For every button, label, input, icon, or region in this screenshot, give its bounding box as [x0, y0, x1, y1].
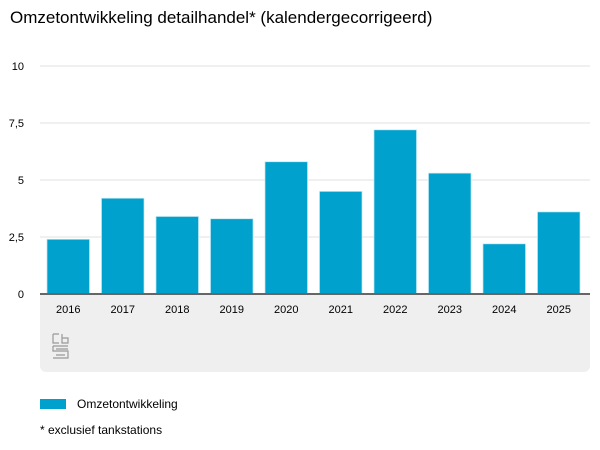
- y-tick-label: 2,5: [9, 232, 24, 244]
- y-tick-label: 0: [18, 289, 24, 301]
- bar: [373, 129, 417, 295]
- x-tick-label: 2018: [165, 304, 189, 316]
- y-tick-label: 10: [12, 61, 24, 73]
- legend-swatch: [40, 399, 66, 409]
- x-tick-label: 2024: [492, 304, 516, 316]
- x-tick-label: 2016: [56, 304, 80, 316]
- x-tick-label: 2019: [220, 304, 244, 316]
- bar: [155, 216, 199, 295]
- x-tick-label: 2023: [438, 304, 462, 316]
- cbs-logo: [52, 333, 69, 359]
- footnote: * exclusief tankstations: [40, 423, 163, 437]
- x-tick-label: 2022: [383, 304, 407, 316]
- bar: [428, 172, 472, 295]
- bar: [101, 197, 145, 295]
- x-tick-label: 2021: [329, 304, 353, 316]
- chart-title: Omzetontwikkeling detailhandel* (kalende…: [10, 8, 433, 27]
- y-tick-label: 7,5: [9, 118, 24, 130]
- bar: [537, 211, 581, 295]
- legend-label: Omzetontwikkeling: [77, 397, 178, 411]
- bar: [46, 238, 90, 295]
- x-tick-label: 2017: [111, 304, 135, 316]
- bar: [319, 191, 363, 295]
- legend: Omzetontwikkeling: [40, 397, 178, 411]
- bar: [264, 161, 308, 295]
- y-tick-label: 5: [18, 175, 24, 187]
- bar: [482, 243, 526, 295]
- bar: [210, 218, 254, 295]
- bar-chart: 0 2,5 5 7,5 10 2016 2017 2018 2019 2020 2021 2022 20…: [9, 61, 590, 372]
- x-tick-label: 2020: [274, 304, 298, 316]
- x-axis-panel: [40, 294, 590, 372]
- x-tick-label: 2025: [547, 304, 571, 316]
